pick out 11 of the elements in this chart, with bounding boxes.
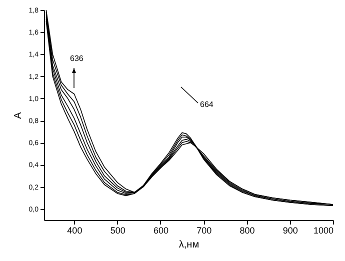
x-tick-label: 600 [153, 226, 168, 236]
x-tick-label: 800 [240, 226, 255, 236]
annotation: 664 [200, 100, 214, 109]
x-tick-label: 900 [282, 226, 298, 236]
annotation: 636 [70, 54, 84, 63]
x-axis-title: λ,нм [178, 240, 200, 250]
x-tick-label: 1000 [313, 226, 334, 236]
y-axis-title: A [12, 112, 24, 119]
x-tick-label: 500 [110, 226, 126, 236]
x-tick-label: 700 [196, 226, 212, 236]
x-tick-label: 400 [67, 226, 82, 236]
